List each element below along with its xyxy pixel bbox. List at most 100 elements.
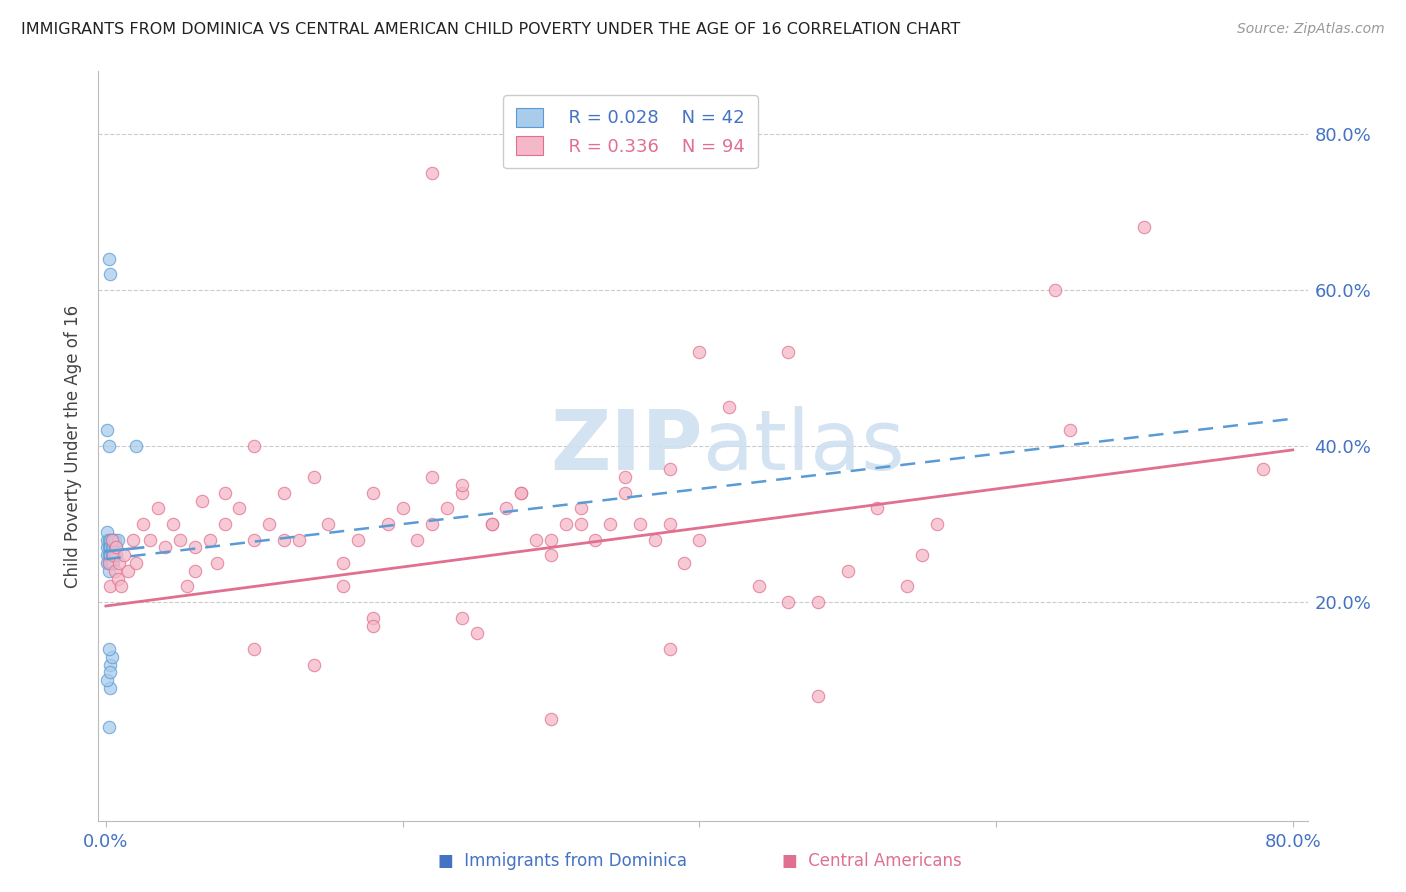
- Point: [98, 548, 121, 563]
- Point: [451, 611, 474, 625]
- Point: [176, 580, 198, 594]
- Point: [717, 400, 740, 414]
- Point: [105, 541, 128, 555]
- Point: [100, 533, 122, 547]
- Point: [302, 470, 325, 484]
- Point: [97, 439, 120, 453]
- Point: [911, 548, 934, 563]
- Point: [103, 548, 125, 563]
- Point: [257, 517, 280, 532]
- Point: [688, 533, 710, 547]
- Point: [98, 548, 121, 563]
- Point: [243, 642, 266, 657]
- Point: [569, 501, 592, 516]
- Point: [97, 720, 120, 734]
- Point: [205, 556, 228, 570]
- Point: [554, 517, 576, 532]
- Point: [98, 580, 121, 594]
- Point: [146, 501, 169, 516]
- Point: [614, 485, 637, 500]
- Point: [100, 533, 122, 547]
- Point: [569, 517, 592, 532]
- Point: [1059, 424, 1081, 438]
- Point: [103, 548, 125, 563]
- Point: [510, 485, 533, 500]
- Point: [103, 556, 125, 570]
- Point: [273, 485, 295, 500]
- Point: [837, 564, 859, 578]
- Text: IMMIGRANTS FROM DOMINICA VS CENTRAL AMERICAN CHILD POVERTY UNDER THE AGE OF 16 C: IMMIGRANTS FROM DOMINICA VS CENTRAL AMER…: [21, 22, 960, 37]
- Point: [104, 548, 127, 563]
- Point: [658, 642, 681, 657]
- Text: atlas: atlas: [703, 406, 904, 486]
- Point: [644, 533, 666, 547]
- Point: [97, 564, 120, 578]
- Point: [406, 533, 429, 547]
- Point: [361, 611, 384, 625]
- Point: [100, 556, 122, 570]
- Point: [96, 424, 118, 438]
- Point: [347, 533, 370, 547]
- Point: [96, 541, 118, 555]
- Point: [599, 517, 621, 532]
- Point: [100, 541, 122, 555]
- Point: [104, 541, 127, 555]
- Point: [628, 517, 651, 532]
- Point: [103, 541, 125, 555]
- Point: [925, 517, 948, 532]
- Point: [361, 618, 384, 632]
- Legend:   R = 0.028    N = 42,   R = 0.336    N = 94: R = 0.028 N = 42, R = 0.336 N = 94: [503, 95, 758, 169]
- Point: [96, 524, 118, 539]
- Point: [451, 485, 474, 500]
- Point: [103, 533, 125, 547]
- Point: [191, 493, 214, 508]
- Text: Source: ZipAtlas.com: Source: ZipAtlas.com: [1237, 22, 1385, 37]
- Point: [198, 533, 221, 547]
- Point: [97, 541, 120, 555]
- Point: [540, 712, 562, 726]
- Point: [540, 548, 562, 563]
- Point: [614, 470, 637, 484]
- Point: [97, 556, 120, 570]
- Point: [124, 439, 146, 453]
- Text: ZIP: ZIP: [551, 406, 703, 486]
- Point: [100, 649, 122, 664]
- Point: [117, 564, 139, 578]
- Point: [97, 642, 120, 657]
- Point: [658, 517, 681, 532]
- Point: [302, 657, 325, 672]
- Point: [510, 485, 533, 500]
- Point: [100, 548, 122, 563]
- Point: [361, 485, 384, 500]
- Point: [96, 673, 118, 687]
- Point: [481, 517, 503, 532]
- Point: [658, 462, 681, 476]
- Point: [98, 681, 121, 695]
- Point: [540, 533, 562, 547]
- Point: [420, 166, 443, 180]
- Point: [98, 556, 121, 570]
- Point: [105, 548, 128, 563]
- Point: [1133, 220, 1156, 235]
- Point: [108, 556, 131, 570]
- Point: [243, 439, 266, 453]
- Point: [332, 556, 354, 570]
- Point: [169, 533, 191, 547]
- Point: [377, 517, 399, 532]
- Point: [866, 501, 889, 516]
- Point: [436, 501, 458, 516]
- Point: [162, 517, 184, 532]
- Point: [98, 533, 121, 547]
- Y-axis label: Child Poverty Under the Age of 16: Child Poverty Under the Age of 16: [65, 304, 83, 588]
- Point: [104, 564, 127, 578]
- Point: [495, 501, 517, 516]
- Point: [583, 533, 606, 547]
- Point: [98, 541, 121, 555]
- Point: [524, 533, 547, 547]
- Point: [287, 533, 309, 547]
- Point: [807, 595, 830, 609]
- Point: [332, 580, 354, 594]
- Point: [184, 541, 207, 555]
- Point: [97, 252, 120, 266]
- Point: [214, 485, 236, 500]
